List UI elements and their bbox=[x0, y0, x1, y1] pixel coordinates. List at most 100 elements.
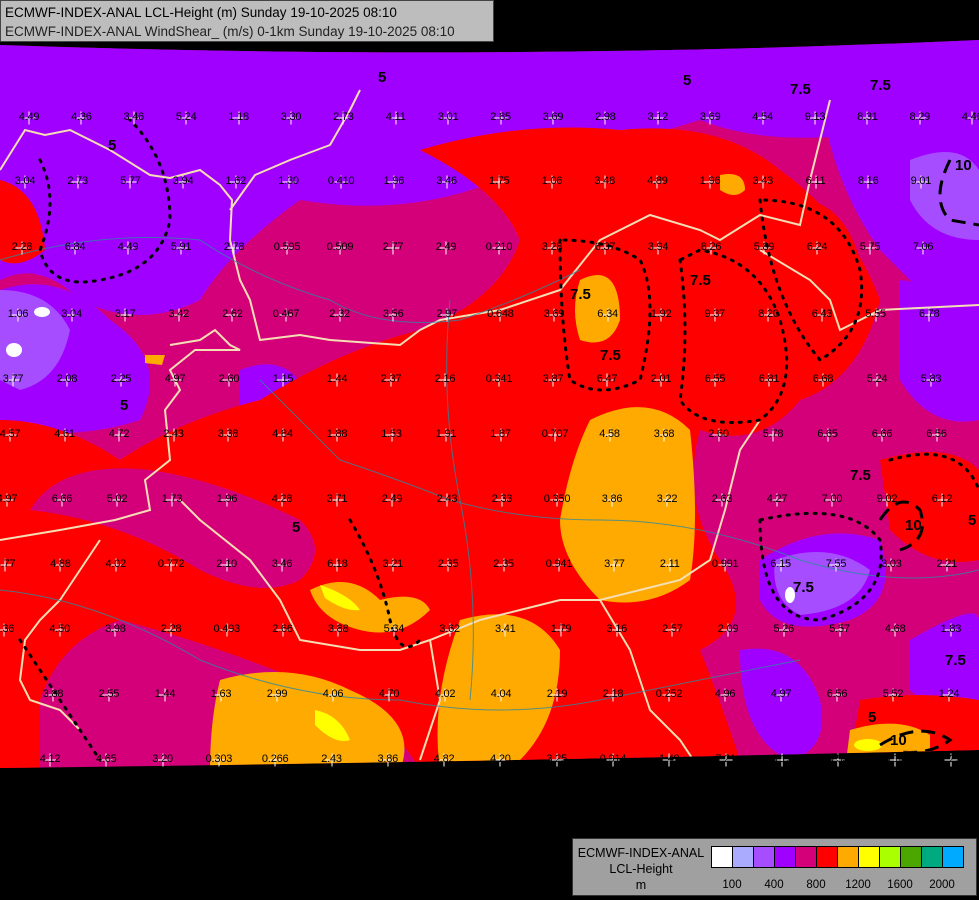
station-marker bbox=[651, 111, 665, 125]
station-marker bbox=[0, 493, 14, 507]
station-marker bbox=[888, 623, 902, 637]
station-value: 3.87 bbox=[542, 373, 564, 385]
legend-labels: ECMWF-INDEX-ANAL LCL-Height m bbox=[577, 845, 705, 893]
legend-swatch bbox=[796, 847, 817, 867]
station-marker bbox=[775, 753, 789, 767]
station-value: 8.31 bbox=[857, 111, 878, 123]
station-value: 3.88 bbox=[327, 623, 349, 635]
station-marker bbox=[386, 558, 400, 572]
station-value: 4.65 bbox=[95, 753, 117, 765]
station-value: 3.46 bbox=[271, 558, 293, 570]
contour-label: 7.5 bbox=[850, 467, 871, 484]
legend-swatch bbox=[754, 847, 775, 867]
station-value: 2.01 bbox=[650, 373, 672, 385]
station-value: 1.53 bbox=[381, 428, 402, 440]
station-marker bbox=[662, 753, 676, 767]
station-value: 1.96 bbox=[699, 175, 721, 187]
station-value: 3.46 bbox=[123, 111, 145, 123]
station-marker bbox=[703, 111, 717, 125]
station-value: 5.78 bbox=[762, 428, 784, 440]
country-borders bbox=[0, 89, 979, 768]
station-marker bbox=[276, 428, 289, 442]
station-value: 2.60 bbox=[218, 373, 240, 385]
station-value: 1.96 bbox=[383, 175, 405, 187]
legend-ticks: 100 400 800 1200 1600 2000 bbox=[711, 879, 971, 893]
station-value: 6.34 bbox=[597, 308, 618, 320]
station-marker bbox=[68, 241, 82, 255]
station-value: 2.10 bbox=[216, 558, 237, 570]
legend-model: ECMWF-INDEX-ANAL bbox=[577, 846, 705, 860]
map-title-box: ECMWF-INDEX-ANAL LCL-Height (m) Sunday 1… bbox=[0, 0, 494, 42]
station-value: 3.69 bbox=[699, 111, 721, 123]
station-value: 4.97 bbox=[0, 493, 18, 505]
station-value: 1.87 bbox=[490, 428, 511, 440]
station-value: 2.43 bbox=[321, 753, 342, 765]
station-value: 1.83 bbox=[940, 623, 962, 635]
station-value: 2.19 bbox=[546, 688, 568, 700]
legend-field: LCL-Height bbox=[609, 862, 673, 876]
station-marker bbox=[494, 111, 508, 125]
station-value: 4.58 bbox=[599, 428, 620, 440]
station-marker bbox=[660, 493, 674, 507]
station-marker bbox=[229, 175, 243, 189]
station-marker bbox=[875, 428, 889, 442]
station-value: 3.94 bbox=[647, 241, 669, 253]
station-value: 1.24 bbox=[938, 688, 960, 700]
station-value: 5.24 bbox=[175, 111, 197, 123]
station-value: 6.81 bbox=[758, 373, 780, 385]
station-marker bbox=[492, 373, 506, 387]
wind-shear-contours bbox=[18, 118, 979, 762]
station-value: 2.18 bbox=[602, 688, 624, 700]
legend-swatch bbox=[838, 847, 859, 867]
station-marker bbox=[498, 623, 512, 637]
station-marker bbox=[922, 308, 936, 322]
station-value: 6.11 bbox=[805, 175, 826, 187]
station-marker bbox=[330, 373, 344, 387]
station-value: 0.410 bbox=[327, 175, 355, 187]
station-value: 1.29 bbox=[940, 753, 962, 765]
legend-tick-label: 100 bbox=[722, 879, 742, 891]
station-marker bbox=[494, 688, 508, 702]
contour-label: 10 bbox=[955, 157, 972, 174]
contour-label: 5 bbox=[108, 137, 116, 154]
station-marker bbox=[704, 241, 718, 255]
contour-label: 7.5 bbox=[600, 347, 621, 364]
station-marker bbox=[545, 241, 559, 255]
station-marker bbox=[270, 688, 284, 702]
station-marker bbox=[492, 175, 506, 189]
station-marker bbox=[275, 493, 289, 507]
station-marker bbox=[650, 175, 664, 189]
station-marker bbox=[880, 493, 894, 507]
station-marker bbox=[58, 428, 71, 442]
station-marker bbox=[74, 111, 88, 125]
station-marker bbox=[109, 558, 123, 572]
station-marker bbox=[546, 111, 560, 125]
station-value: 0.303 bbox=[205, 753, 233, 765]
station-value: 2.78 bbox=[223, 241, 245, 253]
station-marker bbox=[600, 373, 614, 387]
station-value: 1.91 bbox=[435, 428, 457, 440]
station-marker bbox=[336, 111, 350, 125]
station-value: 1.96 bbox=[216, 493, 238, 505]
station-marker bbox=[438, 373, 452, 387]
station-marker bbox=[71, 175, 85, 189]
station-marker bbox=[942, 688, 956, 702]
station-marker bbox=[330, 493, 344, 507]
station-marker bbox=[708, 308, 722, 322]
station-value: 3.20 bbox=[152, 753, 173, 765]
legend-swatch bbox=[775, 847, 796, 867]
station-value: 0.772 bbox=[157, 558, 185, 570]
station-value: 2.55 bbox=[98, 688, 120, 700]
station-value: 2.63 bbox=[711, 493, 733, 505]
station-value: 6.65 bbox=[817, 428, 838, 440]
station-marker bbox=[387, 175, 401, 189]
station-marker bbox=[220, 558, 234, 572]
station-marker bbox=[663, 558, 677, 572]
station-value: 5.89 bbox=[753, 241, 775, 253]
station-value: 4.84 bbox=[272, 428, 293, 440]
station-marker bbox=[214, 688, 228, 702]
station-value: 9.13 bbox=[804, 111, 826, 123]
station-value: 6.56 bbox=[826, 688, 848, 700]
station-marker bbox=[657, 428, 671, 442]
